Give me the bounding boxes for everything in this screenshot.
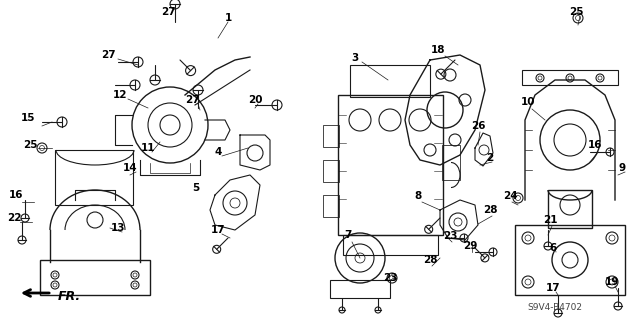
Text: 8: 8 (414, 191, 422, 201)
Text: 18: 18 (431, 45, 445, 55)
Bar (40, 260, 150, 295)
Text: 26: 26 (471, 121, 485, 131)
Text: 27: 27 (100, 50, 115, 60)
Text: 13: 13 (111, 223, 125, 233)
Text: 9: 9 (618, 163, 625, 173)
Text: 28: 28 (483, 205, 497, 215)
Text: 27: 27 (161, 7, 175, 17)
Text: 10: 10 (521, 97, 535, 107)
Text: 25: 25 (569, 7, 583, 17)
Text: 11: 11 (141, 143, 156, 153)
Bar (55, 150, 133, 205)
Text: 23: 23 (383, 273, 397, 283)
Bar (330, 280, 390, 298)
Text: 2: 2 (486, 153, 493, 163)
Text: 20: 20 (248, 95, 262, 105)
Text: 16: 16 (588, 140, 602, 150)
Text: 22: 22 (7, 213, 21, 223)
Bar (323, 160, 339, 182)
Text: 12: 12 (113, 90, 127, 100)
Bar (442, 145, 460, 180)
Bar (350, 65, 430, 97)
Text: 28: 28 (423, 255, 437, 265)
Text: 14: 14 (123, 163, 138, 173)
Text: 4: 4 (214, 147, 221, 157)
Text: 17: 17 (546, 283, 560, 293)
Text: 17: 17 (211, 225, 225, 235)
Text: S9V4-B4702: S9V4-B4702 (527, 303, 582, 313)
Bar (515, 225, 625, 295)
Text: 25: 25 (23, 140, 37, 150)
Text: 5: 5 (193, 183, 200, 193)
Text: 23: 23 (443, 231, 457, 241)
Bar (548, 190, 592, 228)
Bar (323, 125, 339, 147)
Bar (323, 195, 339, 217)
Bar (522, 70, 618, 85)
Text: FR.: FR. (58, 291, 81, 303)
Text: 19: 19 (605, 277, 619, 287)
Text: 27: 27 (185, 95, 199, 105)
Text: 6: 6 (549, 243, 557, 253)
Bar (338, 95, 443, 235)
Text: 21: 21 (543, 215, 557, 225)
Text: 1: 1 (225, 13, 232, 23)
Text: 24: 24 (502, 191, 517, 201)
Text: 15: 15 (20, 113, 35, 123)
Text: 3: 3 (351, 53, 358, 63)
Text: 16: 16 (9, 190, 23, 200)
Bar (343, 235, 438, 255)
Text: 7: 7 (344, 230, 352, 240)
Text: 29: 29 (463, 241, 477, 251)
